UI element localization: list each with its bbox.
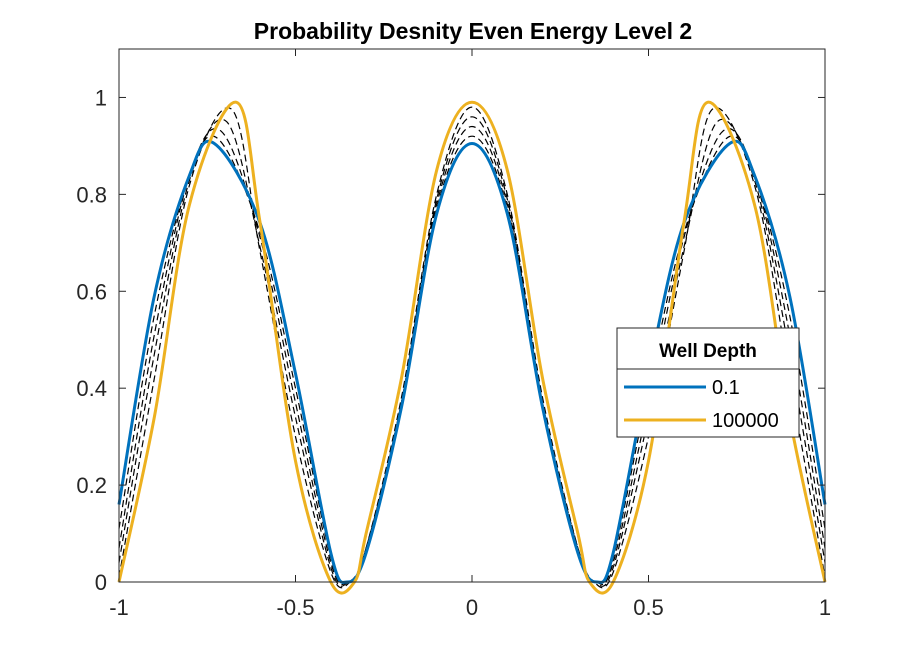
x-tick-label: 0 (466, 595, 478, 620)
legend-label-1: 100000 (712, 410, 779, 432)
chart-title: Probability Desnity Even Energy Level 2 (254, 18, 692, 44)
y-axis: 0 0.2 0.4 0.6 0.8 1 (76, 85, 825, 595)
x-axis: -1 -0.5 0 0.5 1 (109, 49, 831, 620)
y-tick-label: 0.2 (76, 473, 107, 498)
y-tick-label: 0.6 (76, 279, 107, 304)
legend-label-0: 0.1 (712, 377, 740, 399)
series-line-0 (117, 139, 827, 584)
y-tick-label: 0 (95, 570, 107, 595)
x-tick-label: -1 (109, 595, 129, 620)
plot-area (119, 49, 825, 582)
x-tick-label: 0.5 (633, 595, 664, 620)
x-tick-label: -0.5 (277, 595, 315, 620)
series-line-5 (117, 100, 827, 595)
y-tick-label: 0.8 (76, 182, 107, 207)
series-line-3 (118, 116, 826, 587)
series-line-4 (118, 106, 826, 589)
series-line-2 (118, 125, 826, 586)
legend: Well Depth 0.1 100000 (616, 327, 800, 438)
y-tick-label: 0.4 (76, 376, 107, 401)
y-tick-label: 1 (95, 85, 107, 110)
legend-title: Well Depth (659, 341, 757, 362)
x-tick-label: 1 (819, 595, 831, 620)
series-layer (117, 100, 827, 595)
